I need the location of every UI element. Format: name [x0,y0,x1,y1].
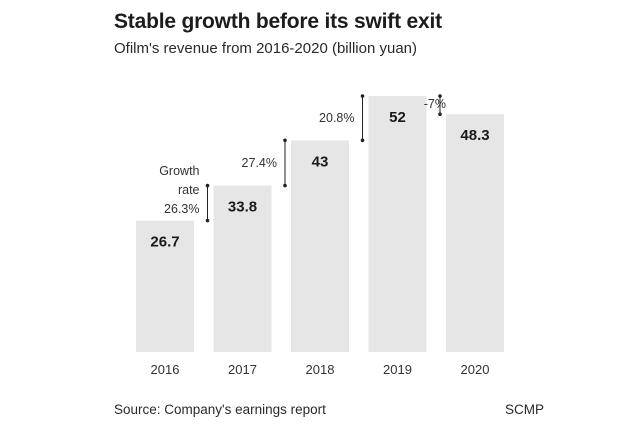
bars-group [136,96,504,352]
publisher-credit: SCMP [504,402,544,417]
source-note: Source: Company's earnings report [114,402,326,417]
value-label-2020: 48.3 [460,127,489,144]
growth-rate-2020: -7% [424,97,446,111]
growth-rate-2017: 26.3% [164,202,199,216]
bar-2017 [213,185,272,352]
x-tick-labels-group: 2016 2017 2018 2019 2020 [151,362,490,377]
bar-2018 [291,140,349,352]
growth-rate-heading-line-1: Growth [159,164,199,178]
growth-bracket-bottom-dot-2020 [438,112,442,117]
growth-rate-2018: 27.4% [242,156,277,170]
value-label-2017: 33.8 [228,199,257,216]
growth-bracket-top-dot-2020 [438,94,442,98]
growth-bracket-top-dot-2019 [360,94,365,98]
bar-2019 [368,96,427,352]
growth-rate-2019: 20.8% [319,111,354,125]
growth-rate-heading-line-2: rate [178,183,200,197]
value-label-2018: 43 [312,153,329,170]
bar-2016 [136,220,194,352]
growth-bracket-bottom-dot-2017 [205,218,210,223]
growth-bracket-bottom-dot-2018 [283,183,287,188]
growth-bracket-top-dot-2017 [205,183,210,188]
value-label-2016: 26.7 [150,234,179,251]
growth-bracket-bottom-dot-2019 [360,138,365,143]
x-tick-2016: 2016 [151,362,180,377]
chart-title: Stable growth before its swift exit [114,10,442,33]
x-tick-2018: 2018 [306,362,335,377]
value-labels-group: 26.7 33.8 43 52 48.3 [150,109,489,251]
x-tick-2017: 2017 [228,362,257,377]
x-tick-2020: 2020 [461,362,490,377]
growth-bracket-top-dot-2018 [283,138,287,143]
x-tick-2019: 2019 [383,362,412,377]
growth-annotations-group: 26.3% Growth rate 27.4% 20.8% -7% [159,94,446,223]
bar-2020 [446,114,504,352]
value-label-2019: 52 [389,109,406,126]
chart-subtitle: Ofilm's revenue from 2016-2020 (billion … [114,40,418,57]
